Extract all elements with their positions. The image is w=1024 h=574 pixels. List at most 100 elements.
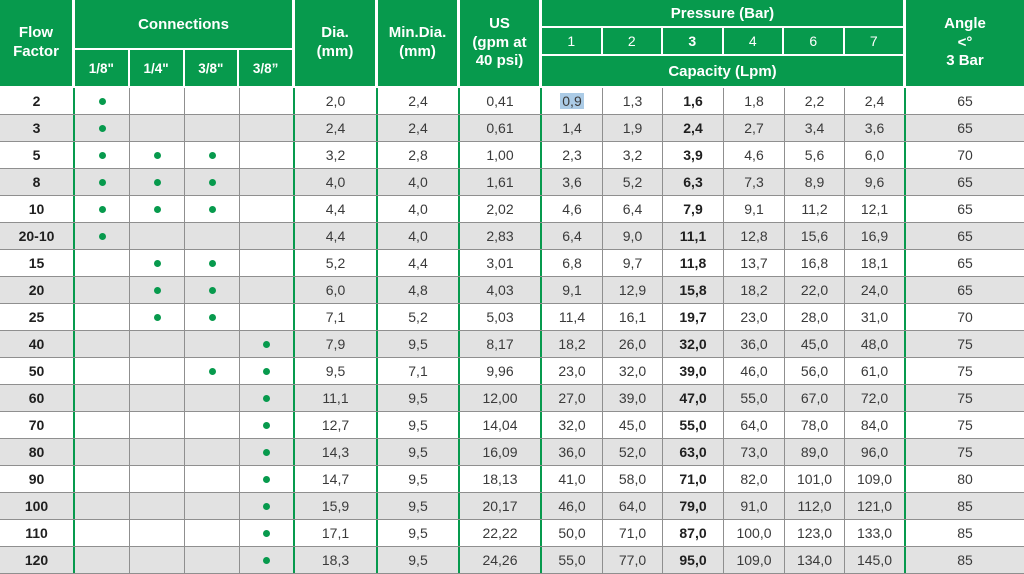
cell-capacity-6bar: 78,0 xyxy=(785,412,845,438)
capacity-value: 55,0 xyxy=(740,390,768,406)
cell-connection-1-8in xyxy=(75,277,130,303)
cell-connection-1-8in xyxy=(75,439,130,465)
connection-dot-icon xyxy=(208,367,216,375)
header-size-3-8: 3/8" xyxy=(184,50,240,86)
cell-connection-3-8in-b xyxy=(240,331,295,357)
cell-capacity-7bar: 109,0 xyxy=(845,466,906,492)
cell-angle: 75 xyxy=(957,417,973,433)
header-pressure-3: 3 xyxy=(663,28,724,54)
capacity-value: 18,1 xyxy=(860,255,889,271)
cell-capacity-3bar: 15,8 xyxy=(663,277,724,303)
cell-angle: 75 xyxy=(957,336,973,352)
capacity-value: 5,2 xyxy=(622,174,643,190)
capacity-value: 112,0 xyxy=(797,498,832,514)
capacity-value: 9,7 xyxy=(622,255,643,271)
cell-connection-1-8in xyxy=(75,358,130,384)
cell-connection-1-8in xyxy=(75,547,130,573)
cell-connection-3-8in xyxy=(185,493,240,519)
cell-capacity-1bar: 4,6 xyxy=(542,196,603,222)
connection-dot-icon xyxy=(153,178,161,186)
cell-connection-3-8in-b xyxy=(240,304,295,330)
connection-dot-icon xyxy=(98,151,106,159)
cell-capacity-6bar: 28,0 xyxy=(785,304,845,330)
capacity-value: 6,0 xyxy=(864,147,885,163)
capacity-value: 121,0 xyxy=(856,498,893,514)
cell-capacity-4bar: 91,0 xyxy=(724,493,785,519)
cell-capacity-3bar: 19,7 xyxy=(663,304,724,330)
cell-dia: 2,0 xyxy=(295,88,378,114)
cell-flow-factor: 20-10 xyxy=(0,223,75,249)
header-connections-group: Connections 1/8" 1/4" 3/8" 3/8” xyxy=(75,0,295,86)
cell-angle: 65 xyxy=(957,282,973,298)
cell-angle: 85 xyxy=(957,498,973,514)
capacity-value: 55,0 xyxy=(679,417,707,433)
cell-angle: 85 xyxy=(957,552,973,568)
cell-connection-1-8in xyxy=(75,169,130,195)
header-pressure-values: 1 2 3 4 6 7 xyxy=(542,28,903,56)
capacity-value: 13,7 xyxy=(740,255,768,271)
cell-us-gpm: 8,17 xyxy=(460,331,542,357)
header-flow-factor: Flow Factor xyxy=(0,0,75,86)
capacity-value: 2,3 xyxy=(562,147,582,163)
cell-min-dia: 9,5 xyxy=(378,385,460,411)
cell-capacity-7bar: 6,0 xyxy=(845,142,906,168)
cell-dia: 18,3 xyxy=(295,547,378,573)
cell-capacity-1bar: 46,0 xyxy=(542,493,603,519)
capacity-value: 32,0 xyxy=(679,336,707,352)
capacity-value: 11,8 xyxy=(679,255,707,271)
capacity-value: 16,1 xyxy=(618,309,647,325)
cell-connection-3-8in-b xyxy=(240,547,295,573)
cell-capacity-7bar: 61,0 xyxy=(845,358,906,384)
cell-capacity-7bar: 31,0 xyxy=(845,304,906,330)
capacity-value: 96,0 xyxy=(860,444,889,460)
cell-connection-3-8in xyxy=(185,466,240,492)
cell-min-dia: 4,8 xyxy=(378,277,460,303)
cell-connection-1-8in xyxy=(75,196,130,222)
capacity-value: 72,0 xyxy=(860,390,889,406)
cell-capacity-7bar: 16,9 xyxy=(845,223,906,249)
cell-us-gpm: 24,26 xyxy=(460,547,542,573)
cell-min-dia: 9,5 xyxy=(378,520,460,546)
capacity-value: 41,0 xyxy=(558,471,586,487)
cell-capacity-7bar: 72,0 xyxy=(845,385,906,411)
capacity-value: 3,6 xyxy=(864,120,885,136)
cell-capacity-2bar: 3,2 xyxy=(603,142,663,168)
table-row-15: 15 5,2 4,4 3,01 6,8 9,7 11,8 13,7 16,8 18,1 65 xyxy=(0,250,1024,277)
cell-connection-3-8in-b xyxy=(240,412,295,438)
cell-flow-factor: 8 xyxy=(0,169,75,195)
capacity-value: 0,9 xyxy=(560,93,584,109)
cell-us-gpm: 16,09 xyxy=(460,439,542,465)
capacity-value: 15,6 xyxy=(800,228,829,244)
connection-dot-icon xyxy=(98,178,106,186)
cell-capacity-4bar: 73,0 xyxy=(724,439,785,465)
cell-capacity-7bar: 24,0 xyxy=(845,277,906,303)
cell-connection-1-4in xyxy=(130,493,185,519)
cell-us-gpm: 20,17 xyxy=(460,493,542,519)
cell-capacity-7bar: 96,0 xyxy=(845,439,906,465)
cell-capacity-4bar: 55,0 xyxy=(724,385,785,411)
header-size-1-8: 1/8" xyxy=(75,50,130,86)
capacity-value: 63,0 xyxy=(679,444,707,460)
cell-connection-3-8in-b xyxy=(240,439,295,465)
cell-capacity-2bar: 1,3 xyxy=(603,88,663,114)
capacity-value: 2,7 xyxy=(744,120,764,136)
table-row-120: 120 18,3 9,5 24,26 55,0 77,0 95,0 109,0 134,0 145… xyxy=(0,547,1024,574)
cell-min-dia: 2,8 xyxy=(378,142,460,168)
cell-connection-1-4in xyxy=(130,88,185,114)
cell-capacity-7bar: 84,0 xyxy=(845,412,906,438)
cell-us-gpm: 3,01 xyxy=(460,250,542,276)
cell-flow-factor: 100 xyxy=(0,493,75,519)
cell-capacity-6bar: 16,8 xyxy=(785,250,845,276)
cell-capacity-2bar: 5,2 xyxy=(603,169,663,195)
cell-connection-3-8in-b xyxy=(240,385,295,411)
capacity-value: 3,2 xyxy=(622,147,643,163)
cell-connection-1-4in xyxy=(130,277,185,303)
table-row-60: 60 11,1 9,5 12,00 27,0 39,0 47,0 55,0 67,0 72,0 75 xyxy=(0,385,1024,412)
connection-dot-icon xyxy=(98,205,106,213)
connection-dot-icon xyxy=(208,313,216,321)
cell-capacity-6bar: 11,2 xyxy=(785,196,845,222)
cell-connection-1-4in xyxy=(130,439,185,465)
cell-angle: 85 xyxy=(957,525,973,541)
cell-connection-3-8in xyxy=(185,196,240,222)
cell-capacity-3bar: 2,4 xyxy=(663,115,724,141)
